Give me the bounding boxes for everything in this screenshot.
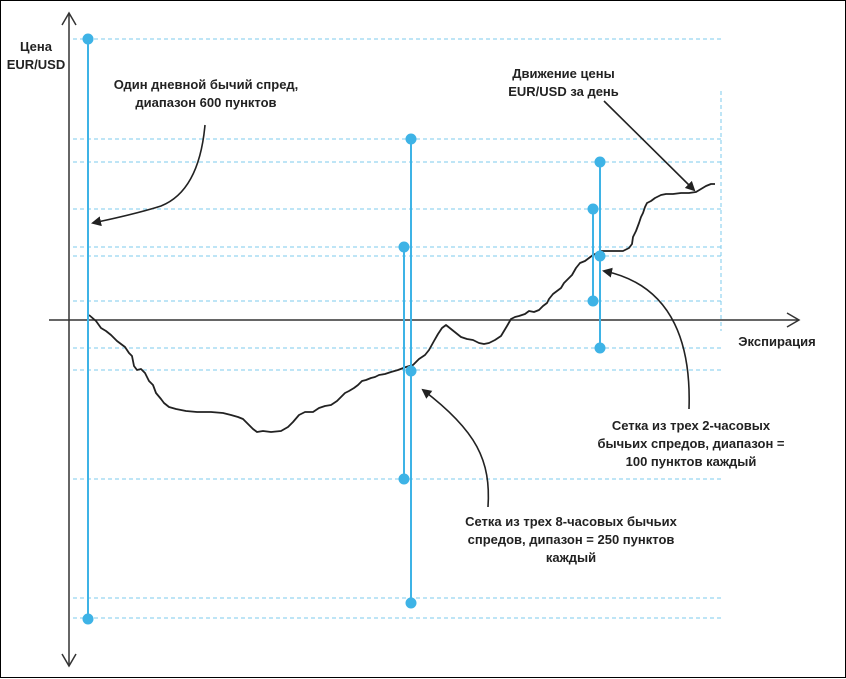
spread-dot	[587, 295, 599, 307]
spread-lines	[82, 33, 606, 625]
annotation-line: бычьих спредов, диапазон =	[597, 436, 785, 451]
annotation-line: EUR/USD за день	[508, 84, 619, 99]
spread-dot	[405, 597, 417, 609]
spread-dot	[405, 133, 417, 145]
daily-spread-annotation: Один дневной бычий спред, диапазон 600 п…	[91, 76, 321, 112]
annotation-line: 100 пунктов каждый	[625, 454, 757, 469]
grid-8h-annotation: Сетка из трех 8-часовых бычьих спредов, …	[431, 513, 711, 567]
price-move-annotation: Движение цены EUR/USD за день	[481, 65, 646, 101]
grid-2h-callout-arrow	[602, 267, 690, 410]
grid-2h-annotation: Сетка из трех 2-часовых бычьих спредов, …	[571, 417, 811, 471]
spread-dot	[587, 203, 599, 215]
callout-arrows	[91, 100, 696, 508]
y-axis-arrow-top	[61, 11, 77, 26]
annotation-line: спредов, дипазон = 250 пунктов	[467, 532, 675, 547]
daily-spread-callout-arrow	[91, 124, 206, 227]
spread-dot	[594, 250, 606, 262]
axes	[49, 11, 801, 668]
x-axis-label: Экспирация	[738, 334, 816, 349]
annotation-line: Один дневной бычий спред,	[113, 77, 299, 92]
y-axis-label: Цена EUR/USD	[5, 38, 67, 74]
annotation-line: Сетка из трех 8-часовых бычьих	[465, 514, 677, 529]
spread-dot	[594, 156, 606, 168]
y-axis-label-line: Цена	[20, 39, 52, 54]
price-move-callout-arrow	[603, 100, 696, 192]
annotation-line: диапазон 600 пунктов	[135, 95, 277, 110]
annotation-line: Сетка из трех 2-часовых	[611, 418, 771, 433]
spread-dot	[398, 473, 410, 485]
x-axis-arrow	[786, 312, 801, 328]
annotation-line: Движение цены	[512, 66, 615, 81]
spread-dot	[594, 342, 606, 354]
spread-dot	[398, 241, 410, 253]
y-axis-label-line: EUR/USD	[6, 57, 66, 72]
spread-dot	[82, 33, 94, 45]
spread-dot	[82, 613, 94, 625]
spread-dot	[405, 365, 417, 377]
annotation-line: каждый	[545, 550, 597, 565]
price-curve	[88, 183, 715, 433]
grid-8h-callout-arrow	[421, 388, 490, 508]
y-axis-arrow-bottom	[61, 653, 77, 668]
